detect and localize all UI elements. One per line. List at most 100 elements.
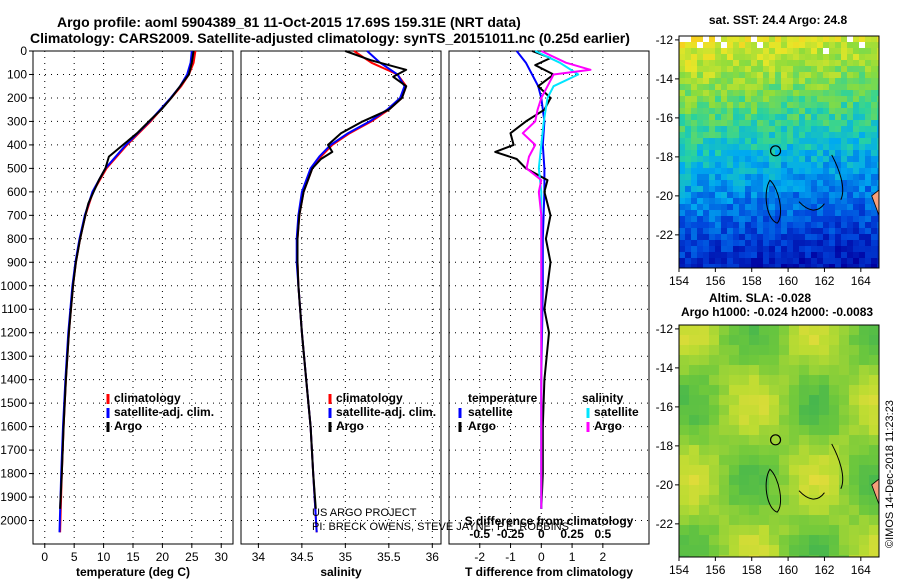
sst_map-cell [739,192,746,199]
sst_map-cell [757,192,764,199]
sst_map-cell [775,204,782,211]
sst_map-tick-label-y: -18 [656,150,674,164]
sst_map-cell [733,84,740,91]
sst_map-cell [703,162,710,169]
sst_map-cell [823,96,830,103]
sla_map-cell [859,495,870,506]
sla_map-cell [749,435,760,446]
sst_map-cell [751,138,758,145]
sst_map-cell [799,210,806,217]
sst_map-cell [751,234,758,241]
sst_map-cell [847,246,854,253]
sla_map-cell [689,385,700,396]
sst_map-cell [763,246,770,253]
sst_map-cell [817,54,824,61]
sla_map-cell [869,465,879,476]
sst_map-cell [817,186,824,193]
sst_map-cell [757,162,764,169]
sst_map-cell [709,240,716,247]
sla_map-cell [809,375,820,386]
sst_map-cell [685,222,692,229]
sst_map-cell [715,210,722,217]
pi-credit: PI: BRECK OWENS, STEVE JAYNE, P.E. ROBBI… [312,521,569,533]
sst_map-cell [853,84,860,91]
sst_map-cell [757,138,764,145]
sst_map-cell [769,228,776,235]
temperature-tick-label-y: 2000 [0,514,27,528]
sst_map-cell [853,228,860,235]
sst_map-cell [841,60,848,67]
sst_map-cell [835,210,842,217]
temperature-tick-label-x: 15 [126,550,140,564]
sst_map-cell [691,54,698,61]
sst_map-cell [835,228,842,235]
sst_map-cell [721,84,728,91]
sla_map-cell [799,375,810,386]
sst_map-reef-outline [831,154,844,200]
sst_map-cell [871,120,878,127]
sla_map-cell [819,395,830,406]
sst_map-cell [853,180,860,187]
sla_map-float-marker [769,434,782,446]
sla_map-cell [739,385,750,396]
sla_map-cell [809,395,820,406]
sst_map-cell [775,162,782,169]
sst_map-cell [835,174,842,181]
sst_map-cell [691,144,698,151]
sst_map-cell [751,168,758,175]
sla_map-cell [839,535,850,546]
sst_map-cell [793,240,800,247]
sla_map-cell [859,395,870,406]
sla_map-cell [719,335,730,346]
sst_map-cell [679,210,686,217]
legend-salinity-label: satellite [594,405,639,419]
sst_map-cell [811,54,818,61]
sla_map-cell [799,415,810,426]
sst_map-cell [775,120,782,127]
sst_map-cell [811,216,818,223]
sla_map-cell [839,475,850,486]
temperature-tick-label-y: 1400 [0,373,27,387]
sst_map-cell [721,216,728,223]
sst_map-cell [853,96,860,103]
sst_map-cell [859,78,866,85]
sst_map-cell [793,234,800,241]
sst_map-cell [769,264,776,268]
sst_map-cell [781,60,788,67]
sla_map-cell [769,485,780,496]
sla_map-cell [799,535,810,546]
sst_map-cell [727,204,734,211]
sst_map-cell [841,36,848,43]
sst_map-cell [835,144,842,151]
sst_map-cell [709,144,716,151]
sst_map-cell [865,48,872,55]
sst_map-cell [841,246,848,253]
sla_map-cell [759,465,770,476]
sst_map-cell [865,252,872,259]
sla_map-cell [719,325,730,336]
sla_map-cell [759,405,770,416]
sst_map-cell [829,228,836,235]
sst_map-cell [703,96,710,103]
sst_map-cell [805,162,812,169]
sst_map-cell [703,234,710,241]
sst_map-cell [847,174,854,181]
sst_map-cell [709,246,716,253]
sst_map-cell [733,54,740,61]
sst_map-cell [817,264,824,268]
sla_map-cell [739,465,750,476]
sst_map-cell [763,216,770,223]
sst_map-cell [745,222,752,229]
sst_map-cell [871,48,878,55]
sst_map-cell [703,210,710,217]
sst_map-cell [715,72,722,79]
sla_map-cell [699,375,710,386]
sst_map-cell [871,180,878,187]
temperature-tick-label-y: 1200 [0,326,27,340]
sla_map-cell [729,375,740,386]
sla_map-cell [729,505,740,516]
sla_map-cell [839,395,850,406]
sst_map-cell [769,96,776,103]
sst_map-cell [793,84,800,91]
sst_map-cell [697,234,704,241]
